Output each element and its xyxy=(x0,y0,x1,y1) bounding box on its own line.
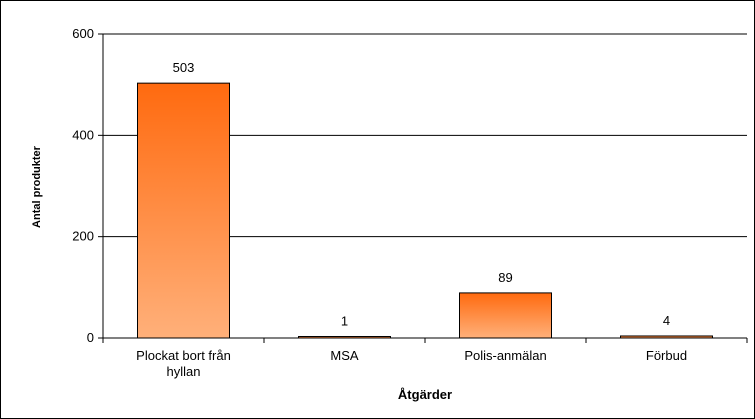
y-tick-label-200: 200 xyxy=(72,229,94,244)
data-label-4: 4 xyxy=(663,313,670,328)
x-tick-label-1-line-1: Plockat bort från xyxy=(136,348,231,363)
y-tick-label-0: 0 xyxy=(87,330,94,345)
bars xyxy=(137,82,713,339)
x-tick-label-2-line-1: MSA xyxy=(330,348,359,363)
x-tick-label-4-line-1: Förbud xyxy=(646,348,687,363)
y-tick-label-400: 400 xyxy=(72,127,94,142)
data-label-2: 1 xyxy=(341,314,348,329)
x-axis-title: Åtgärder xyxy=(398,387,452,402)
x-tick-label-1-line-2: hyllan xyxy=(167,364,201,379)
x-tick-label-2: MSA xyxy=(330,348,359,363)
axes xyxy=(98,33,748,343)
x-tick-label-1: Plockat bort från hyllan xyxy=(136,348,231,379)
x-tick-label-3-line-1: Polis-anmälan xyxy=(464,348,546,363)
y-axis-title: Antal produkter xyxy=(31,145,43,228)
bar-1 xyxy=(137,82,230,339)
data-label-1: 503 xyxy=(173,60,195,75)
y-tick-label-600: 600 xyxy=(72,26,94,41)
x-tick-label-3: Polis-anmälan xyxy=(464,348,546,363)
bar-3 xyxy=(459,292,552,339)
labels: 0 200 400 600 503 Plockat bort från hyllan 1 MSA… xyxy=(72,26,687,379)
data-label-3: 89 xyxy=(498,270,512,285)
x-tick-label-4: Förbud xyxy=(646,348,687,363)
